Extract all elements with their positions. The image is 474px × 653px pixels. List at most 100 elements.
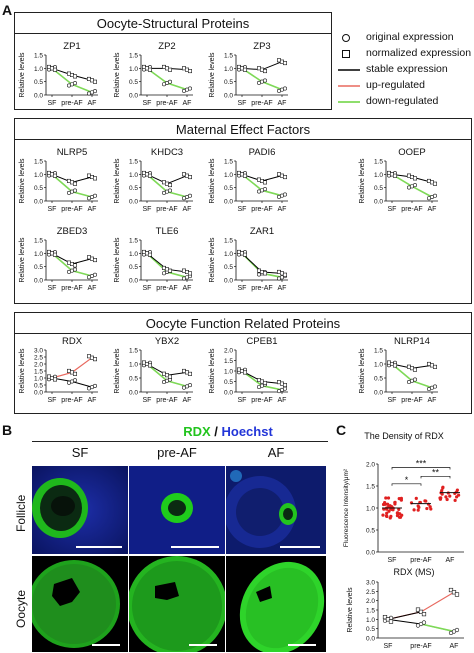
sig-label: *** [416,459,427,469]
normalized-point [282,61,287,66]
x-tick-label: pre-AF [251,397,272,404]
normalized-point [93,258,98,263]
y-tick-label: 2.0 [224,348,233,355]
density-point [425,506,429,511]
density-point [384,514,389,518]
density-point [383,501,387,505]
x-tick-label: SF [388,206,397,213]
scale-bar [189,644,217,646]
x-tick-label: AF [278,397,287,404]
original-point [73,378,78,383]
x-tick-label: SF [143,285,152,292]
section-divider [15,139,471,140]
density-point [393,500,397,505]
mini-chart-title: CPEB1 [246,336,277,347]
normalized-point [415,607,421,612]
y-tick-label: 1.0 [224,251,233,258]
y-tick-label: 0.5 [34,79,43,86]
scale-bar [171,546,219,548]
mini-chart-rdx: RDX Relative levels 0.00.51.01.52.02.53.0 S… [19,336,98,404]
normalized-point [148,173,153,178]
density-point [398,515,403,519]
panel-letter-a: A [2,2,13,18]
x-tick-label: pre-AF [410,557,431,564]
y-tick-label: 1.0 [129,66,138,73]
y-tick-label: 1.5 [34,53,43,60]
x-tick-label: AF [278,100,287,107]
y-tick-label: 0.5 [374,185,383,192]
y-tick-label: 0.0 [34,390,43,397]
y-tick-label: 1.5 [224,238,233,245]
scale-bar [92,644,120,646]
y-tick-label: 0.0 [129,278,138,285]
normalized-point [73,371,78,376]
legend-normalized: normalized expression [338,46,472,62]
normalized-point [188,371,193,376]
x-tick-label: SF [48,285,57,292]
x-tick-label: pre-AF [156,397,177,404]
y-tick-label: 0.0 [34,93,43,100]
y-tick-label: 1.5 [129,159,138,166]
normalized-point [148,363,153,368]
scale-bar [288,644,316,646]
normalized-point [243,173,248,178]
x-tick-label: SF [143,397,152,404]
normalized-point [168,67,173,72]
y-tick-label: 1.0 [366,617,375,624]
normalized-point [454,592,460,597]
y-tick-label: 3.0 [366,580,375,587]
stable-segment [387,611,422,620]
density-point [384,496,388,500]
normalized-point [93,357,98,362]
section-divider [15,333,471,334]
x-tick-label: SF [238,285,247,292]
y-tick-label: 3.0 [34,348,43,355]
x-tick-label: SF [48,397,57,404]
x-tick-label: AF [428,206,437,213]
title-rdx: RDX [183,424,211,439]
x-tick-label: AF [88,397,97,404]
normalized-point [262,271,267,276]
original-point [93,383,98,388]
y-tick-label: 0.0 [374,390,383,397]
original-point [93,193,98,198]
x-tick-label: SF [48,206,57,213]
normalized-point [262,380,267,385]
micro-oocyte-af [226,556,326,652]
sig-bracket [391,483,422,486]
column-label-af: AF [267,445,285,460]
x-tick-label: pre-AF [251,206,272,213]
normalized-point [52,377,57,382]
density-point [440,489,444,493]
normalized-point [168,183,173,188]
normalized-point [93,79,98,84]
normalized-point [382,614,388,620]
mini-chart-title: TLE6 [156,226,179,237]
mini-chart-title: RDX [62,336,83,347]
mini-chart-ybx2: YBX2 Relative levels 0.0 0.5 1.0 1.5 SF pre-AF A… [114,336,193,404]
normalized-point [282,272,287,277]
x-tick-label: AF [278,206,287,213]
scale-bar [280,546,320,548]
y-tick-label: 1.5 [129,348,138,355]
mini-chart-ylabel: Relative levels [209,52,216,98]
x-tick-label: AF [88,100,97,107]
x-tick-label: AF [428,397,437,404]
mini-chart-zp1: ZP1 Relative levels 0.0 0.5 1.0 1.5 SF pre-AF AF [19,41,98,107]
y-tick-label: 0.5 [129,376,138,383]
density-point [412,508,416,512]
x-tick-label: AF [88,206,97,213]
mini-chart-ylabel: Relative levels [114,52,121,98]
y-tick-label: 1.5 [34,369,43,376]
normalized-point [451,590,457,595]
y-tick-label: 0.0 [374,199,383,206]
panel-letter-c: C [336,422,347,438]
y-tick-label: 2.0 [366,462,375,469]
normalized-point [93,176,98,181]
density-point [444,495,448,499]
y-tick-label: 1.0 [129,362,138,369]
normalized-point [412,367,417,372]
mini-chart-nlrp5: NLRP5 Relative levels 0.0 0.5 1.0 1.5 SF pre-AF… [19,147,98,213]
x-tick-label: SF [143,100,152,107]
normalized-point [412,176,417,181]
